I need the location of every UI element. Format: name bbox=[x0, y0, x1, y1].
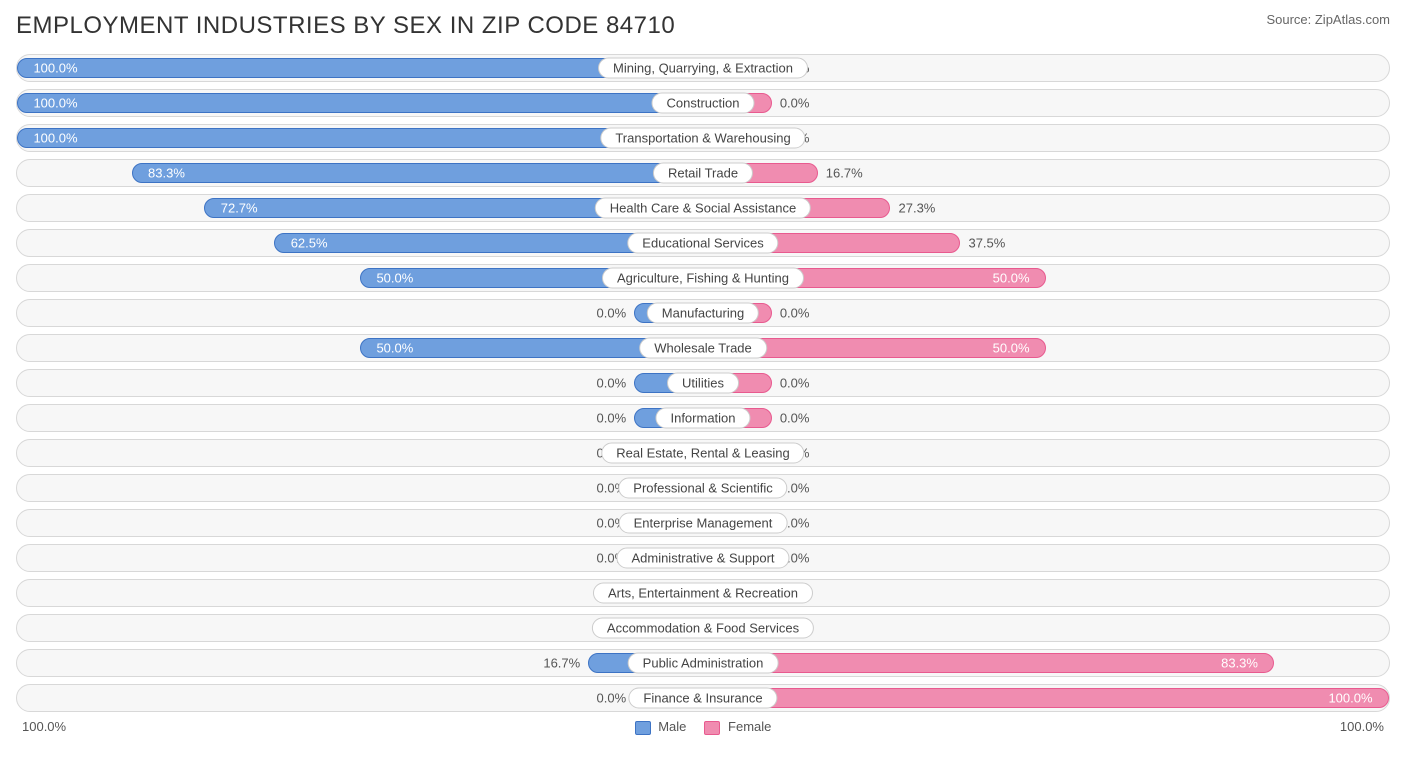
chart-row: 62.5% 37.5% Educational Services bbox=[16, 229, 1390, 257]
female-bar bbox=[703, 653, 1274, 673]
female-pct-label: 83.3% bbox=[1221, 656, 1258, 671]
legend-male: Male bbox=[635, 719, 687, 735]
chart-row: 0.0%0.0%Arts, Entertainment & Recreation bbox=[16, 579, 1390, 607]
axis-left-label: 100.0% bbox=[22, 719, 66, 734]
chart-row: 100.0%0.0%Transportation & Warehousing bbox=[16, 124, 1390, 152]
male-pct-label: 0.0% bbox=[597, 691, 627, 706]
category-label: Manufacturing bbox=[647, 303, 759, 324]
chart-row: 0.0%0.0%Professional & Scientific bbox=[16, 474, 1390, 502]
category-label: Educational Services bbox=[627, 233, 778, 254]
male-pct-label: 50.0% bbox=[376, 271, 413, 286]
category-label: Construction bbox=[652, 93, 755, 114]
chart-row: 0.0%0.0%Accommodation & Food Services bbox=[16, 614, 1390, 642]
category-label: Health Care & Social Assistance bbox=[595, 198, 811, 219]
category-label: Mining, Quarrying, & Extraction bbox=[598, 58, 808, 79]
diverging-bar-chart: 100.0% 0.0% Mining, Quarrying, & Extractio… bbox=[16, 54, 1390, 712]
male-pct-label: 16.7% bbox=[543, 656, 580, 671]
chart-row: 72.7% 27.3% Health Care & Social Assistanc… bbox=[16, 194, 1390, 222]
chart-row: 0.0%0.0%Administrative & Support bbox=[16, 544, 1390, 572]
category-label: Arts, Entertainment & Recreation bbox=[593, 583, 813, 604]
female-pct-label: 27.3% bbox=[899, 201, 936, 216]
category-label: Information bbox=[655, 408, 750, 429]
chart-row: 16.7% 83.3% Public Administration bbox=[16, 649, 1390, 677]
category-label: Public Administration bbox=[628, 653, 779, 674]
male-pct-label: 100.0% bbox=[33, 131, 77, 146]
category-label: Wholesale Trade bbox=[639, 338, 767, 359]
category-label: Administrative & Support bbox=[616, 548, 789, 569]
axis-right-label: 100.0% bbox=[1340, 719, 1384, 734]
female-pct-label: 0.0% bbox=[780, 96, 810, 111]
female-pct-label: 16.7% bbox=[826, 166, 863, 181]
chart-row: 50.0% 50.0% Wholesale Trade bbox=[16, 334, 1390, 362]
axis-legend-row: 100.0% Male Female 100.0% bbox=[16, 719, 1390, 735]
female-swatch-icon bbox=[704, 721, 720, 735]
chart-header: EMPLOYMENT INDUSTRIES BY SEX IN ZIP CODE… bbox=[16, 12, 1390, 40]
male-bar bbox=[132, 163, 703, 183]
male-pct-label: 72.7% bbox=[221, 201, 258, 216]
category-label: Transportation & Warehousing bbox=[600, 128, 805, 149]
chart-row: 0.0% 100.0% Finance & Insurance bbox=[16, 684, 1390, 712]
legend-female: Female bbox=[704, 719, 771, 735]
chart-title: EMPLOYMENT INDUSTRIES BY SEX IN ZIP CODE… bbox=[16, 12, 675, 40]
chart-row: 83.3% 16.7% Retail Trade bbox=[16, 159, 1390, 187]
chart-row: 0.0% 0.0% Utilities bbox=[16, 369, 1390, 397]
category-label: Retail Trade bbox=[653, 163, 753, 184]
category-label: Enterprise Management bbox=[619, 513, 788, 534]
male-pct-label: 83.3% bbox=[148, 166, 185, 181]
female-pct-label: 0.0% bbox=[780, 411, 810, 426]
chart-row: 100.0%0.0%Mining, Quarrying, & Extractio… bbox=[16, 54, 1390, 82]
category-label: Professional & Scientific bbox=[618, 478, 787, 499]
male-bar bbox=[17, 93, 703, 113]
male-pct-label: 0.0% bbox=[597, 306, 627, 321]
male-swatch-icon bbox=[635, 721, 651, 735]
legend-male-label: Male bbox=[658, 719, 686, 734]
female-pct-label: 37.5% bbox=[968, 236, 1005, 251]
category-label: Finance & Insurance bbox=[628, 688, 777, 709]
male-pct-label: 62.5% bbox=[291, 236, 328, 251]
male-pct-label: 100.0% bbox=[33, 96, 77, 111]
category-label: Accommodation & Food Services bbox=[592, 618, 814, 639]
female-pct-label: 100.0% bbox=[1328, 691, 1372, 706]
chart-row: 50.0% 50.0% Agriculture, Fishing & Hunting bbox=[16, 264, 1390, 292]
category-label: Utilities bbox=[667, 373, 739, 394]
male-pct-label: 100.0% bbox=[33, 61, 77, 76]
chart-row: 0.0% 0.0% Manufacturing bbox=[16, 299, 1390, 327]
chart-row: 0.0% 0.0% Information bbox=[16, 404, 1390, 432]
female-pct-label: 0.0% bbox=[780, 376, 810, 391]
male-pct-label: 50.0% bbox=[376, 341, 413, 356]
chart-row: 100.0% 0.0% Construction bbox=[16, 89, 1390, 117]
female-pct-label: 50.0% bbox=[993, 271, 1030, 286]
female-bar bbox=[703, 688, 1389, 708]
chart-source: Source: ZipAtlas.com bbox=[1266, 12, 1390, 27]
female-pct-label: 50.0% bbox=[993, 341, 1030, 356]
male-pct-label: 0.0% bbox=[597, 376, 627, 391]
chart-row: 0.0%0.0%Enterprise Management bbox=[16, 509, 1390, 537]
chart-row: 0.0%0.0%Real Estate, Rental & Leasing bbox=[16, 439, 1390, 467]
legend-female-label: Female bbox=[728, 719, 771, 734]
legend: Male Female bbox=[635, 719, 772, 735]
male-pct-label: 0.0% bbox=[597, 411, 627, 426]
category-label: Agriculture, Fishing & Hunting bbox=[602, 268, 804, 289]
female-pct-label: 0.0% bbox=[780, 306, 810, 321]
category-label: Real Estate, Rental & Leasing bbox=[601, 443, 804, 464]
